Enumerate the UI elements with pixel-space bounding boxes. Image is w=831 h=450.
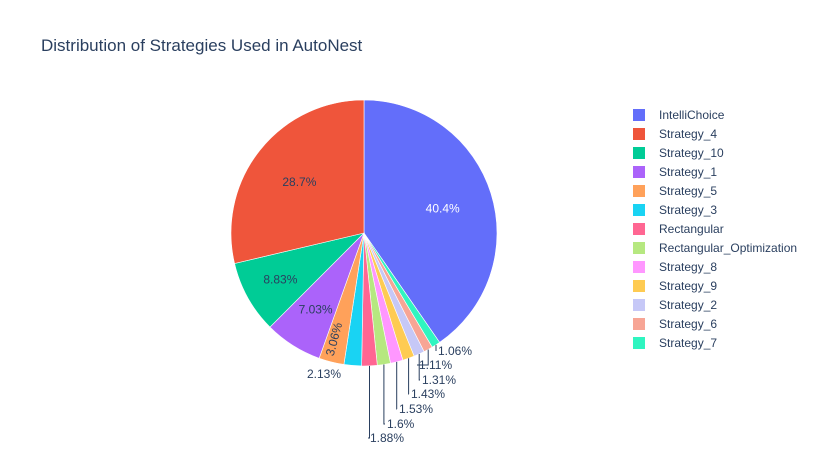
legend-label: Strategy_3 [659, 203, 717, 217]
slice-label-strategy-9: 1.43% [411, 387, 445, 401]
legend-swatch [633, 242, 645, 254]
slice-label-strategy-8: 1.53% [399, 402, 433, 416]
legend-item-strategy-1[interactable]: Strategy_1 [633, 165, 717, 179]
leader-line [368, 365, 370, 439]
legend-swatch [633, 223, 645, 235]
legend-label: Strategy_1 [659, 165, 717, 179]
slice-label-intellichoice: 40.4% [426, 201, 460, 215]
slice-label-strategy-3: 2.13% [307, 367, 341, 381]
legend-label: Strategy_7 [659, 336, 717, 350]
legend-swatch [633, 204, 645, 216]
legend-label: IntelliChoice [659, 108, 725, 122]
slice-label-strategy-6: 1.11% [419, 358, 452, 372]
legend-item-strategy-8[interactable]: Strategy_8 [633, 260, 717, 274]
legend-label: Strategy_8 [659, 260, 717, 274]
slice-label-strategy-10: 8.83% [263, 273, 297, 287]
legend-swatch [633, 166, 645, 178]
pie-slices [230, 99, 498, 367]
legend-item-strategy-2[interactable]: Strategy_2 [633, 298, 717, 312]
legend-label: Strategy_6 [659, 317, 717, 331]
legend-swatch [633, 280, 645, 292]
leader-line [383, 364, 385, 425]
legend-swatch [633, 261, 645, 273]
legend-swatch [633, 337, 645, 349]
legend-item-strategy-5[interactable]: Strategy_5 [633, 184, 717, 198]
pie-slice-intellichoice[interactable] [363, 99, 498, 343]
legend-swatch [633, 318, 645, 330]
legend[interactable]: IntelliChoice Strategy_4 Strategy_10 Strate… [633, 108, 797, 350]
slice-labels: 40.4% 1.06%1.11%1.31%1.43%1.53%1.6%1.88% 2… [263, 175, 472, 445]
legend-label: Rectangular [659, 222, 724, 236]
legend-swatch [633, 185, 645, 197]
legend-item-strategy-6[interactable]: Strategy_6 [633, 317, 717, 331]
legend-item-strategy-9[interactable]: Strategy_9 [633, 279, 717, 293]
slice-label-rectangular-optimization: 1.6% [387, 417, 415, 431]
legend-label: Strategy_4 [659, 127, 717, 141]
legend-item-strategy-3[interactable]: Strategy_3 [633, 203, 717, 217]
label-leader-lines [368, 344, 437, 439]
legend-label: Strategy_10 [659, 146, 724, 160]
pie-slice-strategy-4[interactable] [230, 99, 365, 264]
legend-item-intellichoice[interactable]: IntelliChoice [633, 108, 725, 122]
legend-label: Strategy_2 [659, 298, 717, 312]
slice-label-strategy-2: 1.31% [422, 373, 456, 387]
legend-label: Strategy_9 [659, 279, 717, 293]
legend-swatch [633, 147, 645, 159]
slice-label-strategy-7: 1.06% [438, 344, 472, 358]
legend-label: Rectangular_Optimization [659, 241, 797, 255]
legend-swatch [633, 109, 645, 121]
slice-label-strategy-4: 28.7% [282, 175, 316, 189]
chart-title: Distribution of Strategies Used in AutoN… [41, 36, 363, 55]
legend-label: Strategy_5 [659, 184, 717, 198]
slice-label-rectangular: 1.88% [370, 431, 404, 445]
leader-line [418, 354, 420, 381]
leader-line [417, 349, 429, 366]
legend-swatch [633, 128, 645, 140]
legend-swatch [633, 299, 645, 311]
legend-item-strategy-4[interactable]: Strategy_4 [633, 127, 717, 141]
legend-item-strategy-7[interactable]: Strategy_7 [633, 336, 717, 350]
slice-label-strategy-1: 7.03% [299, 302, 333, 316]
legend-item-strategy-10[interactable]: Strategy_10 [633, 146, 724, 160]
legend-item-rectangular[interactable]: Rectangular [633, 222, 724, 236]
legend-item-rectangular-optimization[interactable]: Rectangular_Optimization [633, 241, 797, 255]
